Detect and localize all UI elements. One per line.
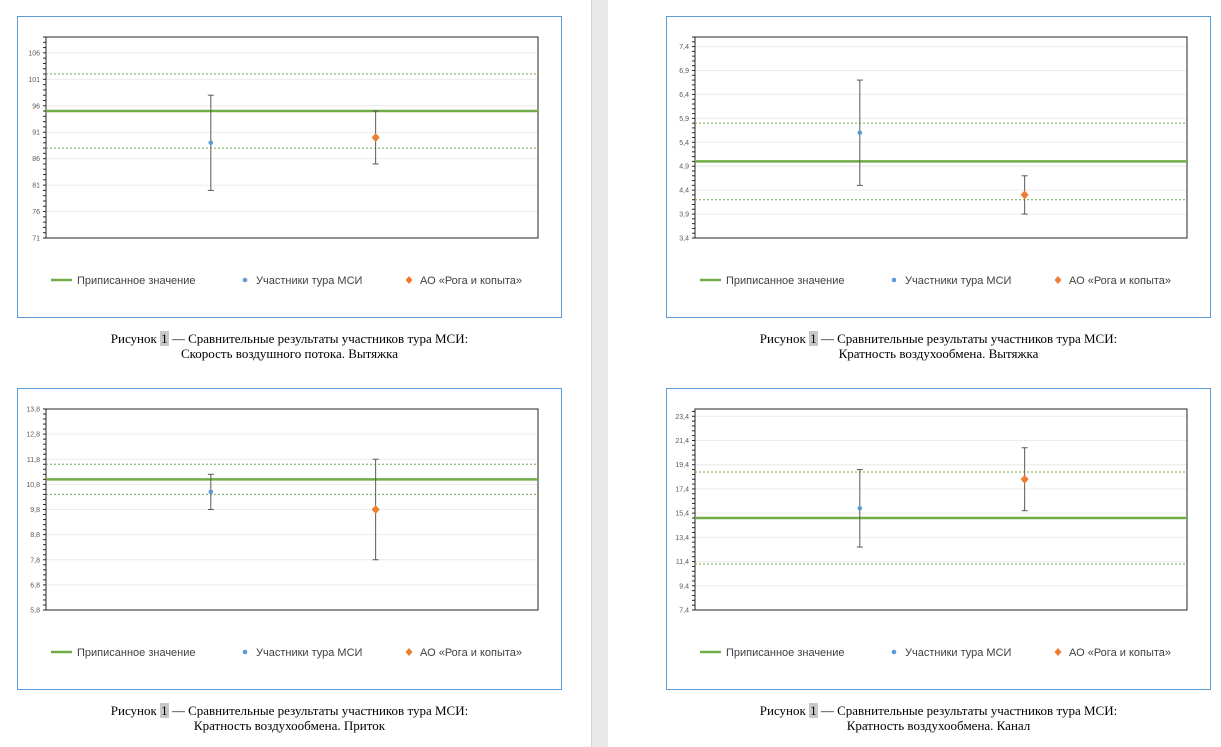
y-tick-label: 6,4 [679,92,689,99]
caption-1-subtitle: Скорость воздушного потока. Вытяжка [180,346,399,361]
legend-company-label: АО «Рога и копыта» [420,647,522,659]
chart-2[interactable]: 3,4 3,9 4,4 4,9 5,4 5,9 6,4 6,9 7,4 Приписанное з… [666,16,1211,318]
y-tick-label: 91 [32,130,40,137]
participants-point [857,130,863,136]
chart-4[interactable]: 7,4 9,4 11,4 13,4 15,4 17,4 19,4 21,4 23,4 Припис… [666,388,1211,690]
y-tick-label: 17,4 [675,486,689,493]
plot-frame [694,36,1188,239]
y-tick-label: 6,9 [679,68,689,75]
y-tick-label: 4,9 [679,164,689,171]
y-tick-label: 21,4 [675,438,689,445]
legend-assigned-label: Приписанное значение [726,275,845,287]
caption-3-subtitle: Кратность воздухообмена. Приток [193,718,386,733]
legend-participants-swatch [242,277,248,283]
legend-participants-label: Участники тура МСИ [256,647,362,659]
legend-company-swatch [1054,648,1062,656]
y-tick-label: 13,8 [26,407,40,414]
caption-1: Рисунок 1 — Сравнительные результаты уча… [17,331,562,361]
figure-number: 1 [160,331,169,346]
participants-point [857,505,863,511]
y-tick-label: 4,4 [679,188,689,195]
participants-point [208,489,214,495]
legend-participants-swatch [891,277,897,283]
company-point [371,505,380,514]
legend-company-label: АО «Рога и копыта» [1069,647,1171,659]
legend-participants-label: Участники тура МСИ [905,647,1011,659]
y-tick-label: 76 [32,209,40,216]
page-gutter [591,0,609,747]
y-tick-label: 10,8 [26,482,40,489]
legend-company-label: АО «Рога и копыта» [420,275,522,287]
y-tick-label: 7,8 [30,557,40,564]
y-tick-label: 15,4 [675,511,689,518]
y-tick-label: 81 [32,183,40,190]
caption-4-subtitle: Кратность воздухообмена. Канал [846,718,1031,733]
caption-1-line1: Рисунок 1 — Сравнительные результаты уча… [110,331,469,346]
y-tick-label: 7,4 [679,608,689,615]
y-tick-label: 13,4 [675,535,689,542]
legend-participants-label: Участники тура МСИ [256,275,362,287]
company-point [1020,190,1029,200]
participants-point [208,140,214,146]
chart-4-svg: 7,4 9,4 11,4 13,4 15,4 17,4 19,4 21,4 23,4 Припис… [675,408,1188,659]
legend-assigned-label: Приписанное значение [77,275,196,287]
legend-assigned-label: Приписанное значение [726,647,845,659]
legend-company-swatch [405,276,413,284]
y-tick-label: 11,8 [27,457,40,464]
y-tick-label: 12,8 [26,432,40,439]
y-tick-label: 106 [28,50,40,57]
plot-frame [694,408,1188,611]
y-tick-label: 9,8 [30,507,40,514]
y-tick-label: 23,4 [675,414,689,421]
legend-participants-swatch [891,649,897,655]
caption-3: Рисунок 1 — Сравнительные результаты уча… [17,703,562,733]
chart-1-svg: 71 76 81 86 91 96 101 106 Приписанное значение Уч… [28,36,539,287]
chart-2-svg: 3,4 3,9 4,4 4,9 5,4 5,9 6,4 6,9 7,4 Приписанное з… [679,36,1188,287]
y-tick-label: 101 [28,77,40,84]
caption-4: Рисунок 1 — Сравнительные результаты уча… [666,703,1211,733]
chart-1[interactable]: 71 76 81 86 91 96 101 106 Приписанное значение Уч… [17,16,562,318]
caption-3-line1: Рисунок 1 — Сравнительные результаты уча… [110,703,469,718]
y-tick-label: 3,4 [679,236,689,243]
figure-number: 1 [809,331,818,346]
y-tick-label: 11,4 [676,559,689,566]
company-point [371,133,380,142]
y-tick-label: 7,4 [679,44,689,51]
caption-4-line1: Рисунок 1 — Сравнительные результаты уча… [759,703,1118,718]
legend-participants-label: Участники тура МСИ [905,275,1011,287]
y-tick-label: 5,4 [679,140,689,147]
figure-number: 1 [160,703,169,718]
y-tick-label: 86 [32,156,40,163]
legend-company-label: АО «Рога и копыта» [1069,275,1171,287]
y-tick-label: 8,8 [30,532,40,539]
legend-assigned-label: Приписанное значение [77,647,196,659]
y-tick-label: 5,8 [30,608,40,615]
caption-2-subtitle: Кратность воздухообмена. Вытяжка [838,346,1039,361]
company-point [1020,474,1029,484]
legend-company-swatch [1054,276,1062,284]
legend-participants-swatch [242,649,248,655]
chart-3-svg: 5,8 6,8 7,8 8,8 9,8 10,8 11,8 12,8 13,8 Приписанн… [26,407,539,659]
y-tick-label: 96 [32,103,40,110]
y-tick-label: 5,9 [679,116,689,123]
y-tick-label: 71 [32,236,40,243]
plot-frame [45,408,539,611]
y-tick-label: 19,4 [675,462,689,469]
y-tick-label: 6,8 [30,582,40,589]
legend-company-swatch [405,648,413,656]
caption-2: Рисунок 1 — Сравнительные результаты уча… [666,331,1211,361]
y-tick-label: 9,4 [679,583,689,590]
plot-frame [45,36,539,239]
figure-number: 1 [809,703,818,718]
caption-2-line1: Рисунок 1 — Сравнительные результаты уча… [759,331,1118,346]
y-tick-label: 3,9 [679,212,689,219]
chart-3[interactable]: 5,8 6,8 7,8 8,8 9,8 10,8 11,8 12,8 13,8 Приписанн… [17,388,562,690]
